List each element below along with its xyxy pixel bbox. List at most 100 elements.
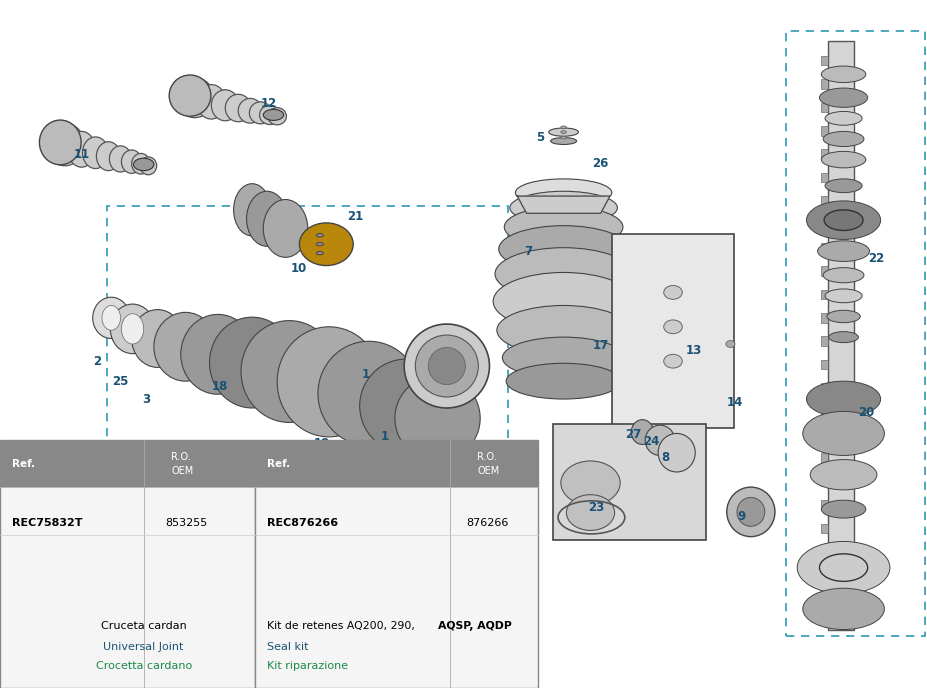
Ellipse shape xyxy=(821,151,866,168)
Ellipse shape xyxy=(819,554,868,581)
Ellipse shape xyxy=(318,341,420,446)
Bar xyxy=(821,453,828,463)
Text: 9: 9 xyxy=(738,510,745,522)
Text: 19: 19 xyxy=(313,438,330,450)
Text: Crocetta cardano: Crocetta cardano xyxy=(95,661,192,671)
Bar xyxy=(821,56,828,65)
Bar xyxy=(821,79,828,89)
Bar xyxy=(821,149,828,159)
Text: 7: 7 xyxy=(525,245,532,257)
Ellipse shape xyxy=(510,191,617,224)
Text: Kit de retenes AQ200, 290,: Kit de retenes AQ200, 290, xyxy=(267,621,418,631)
Ellipse shape xyxy=(493,272,634,330)
Ellipse shape xyxy=(829,332,858,343)
Ellipse shape xyxy=(238,98,262,123)
Ellipse shape xyxy=(797,541,890,594)
Ellipse shape xyxy=(827,310,860,323)
Ellipse shape xyxy=(495,248,632,300)
Bar xyxy=(821,266,828,276)
Text: 21: 21 xyxy=(347,211,363,223)
Ellipse shape xyxy=(506,363,621,399)
Ellipse shape xyxy=(277,327,381,437)
Text: 17: 17 xyxy=(592,339,609,352)
Circle shape xyxy=(664,286,682,299)
Bar xyxy=(821,196,828,206)
Ellipse shape xyxy=(561,131,566,133)
Bar xyxy=(821,103,828,112)
Ellipse shape xyxy=(175,78,214,118)
Text: 25: 25 xyxy=(112,376,129,388)
Ellipse shape xyxy=(806,201,881,239)
Bar xyxy=(821,360,828,369)
Bar xyxy=(821,126,828,136)
Text: 13: 13 xyxy=(685,345,702,357)
Ellipse shape xyxy=(824,210,863,230)
Bar xyxy=(821,336,828,346)
Bar xyxy=(821,313,828,323)
Ellipse shape xyxy=(561,126,566,129)
Ellipse shape xyxy=(404,324,489,408)
Ellipse shape xyxy=(504,206,623,248)
Ellipse shape xyxy=(247,191,287,246)
Ellipse shape xyxy=(821,500,866,518)
Bar xyxy=(107,206,508,502)
Bar xyxy=(821,547,828,557)
Text: 20: 20 xyxy=(858,407,875,419)
Bar xyxy=(255,440,538,688)
Ellipse shape xyxy=(109,146,132,172)
Ellipse shape xyxy=(132,153,150,174)
Text: 12: 12 xyxy=(260,97,277,109)
Text: Seal kit: Seal kit xyxy=(267,642,309,652)
Text: 18: 18 xyxy=(211,380,228,393)
Polygon shape xyxy=(517,196,610,213)
Bar xyxy=(821,477,828,486)
Ellipse shape xyxy=(197,85,226,119)
Bar xyxy=(821,570,828,580)
Ellipse shape xyxy=(132,310,184,367)
Bar xyxy=(821,290,828,299)
Circle shape xyxy=(561,461,620,505)
Bar xyxy=(821,383,828,393)
Ellipse shape xyxy=(249,102,272,124)
Ellipse shape xyxy=(737,497,765,526)
Bar xyxy=(0,440,255,487)
Bar xyxy=(0,440,255,688)
Ellipse shape xyxy=(299,223,353,266)
Circle shape xyxy=(726,341,735,347)
Ellipse shape xyxy=(806,381,881,417)
Text: 853255: 853255 xyxy=(165,518,208,528)
Ellipse shape xyxy=(499,226,629,272)
Ellipse shape xyxy=(428,347,465,385)
Bar xyxy=(821,243,828,252)
Bar xyxy=(821,524,828,533)
Ellipse shape xyxy=(415,335,478,397)
Bar xyxy=(821,173,828,182)
Text: REC876266: REC876266 xyxy=(267,518,338,528)
Ellipse shape xyxy=(263,109,284,120)
Text: Universal Joint: Universal Joint xyxy=(104,642,184,652)
Text: OEM: OEM xyxy=(171,466,194,475)
Text: 14: 14 xyxy=(727,396,743,409)
Ellipse shape xyxy=(825,289,862,303)
Text: 10: 10 xyxy=(290,262,307,275)
Ellipse shape xyxy=(316,243,324,246)
Bar xyxy=(553,424,706,540)
Text: 2: 2 xyxy=(94,355,101,367)
Ellipse shape xyxy=(551,138,577,144)
Ellipse shape xyxy=(803,411,884,455)
Ellipse shape xyxy=(121,150,142,173)
Text: 27: 27 xyxy=(625,429,641,441)
Text: R.O.: R.O. xyxy=(171,452,191,462)
Ellipse shape xyxy=(225,94,251,122)
Ellipse shape xyxy=(83,137,108,169)
Text: 876266: 876266 xyxy=(466,518,509,528)
Ellipse shape xyxy=(823,131,864,147)
Ellipse shape xyxy=(810,460,877,490)
Ellipse shape xyxy=(68,131,95,167)
Ellipse shape xyxy=(658,433,695,472)
Text: 8: 8 xyxy=(662,451,669,464)
Ellipse shape xyxy=(727,487,775,537)
Ellipse shape xyxy=(96,142,121,171)
Bar xyxy=(828,41,854,630)
Bar xyxy=(821,407,828,416)
